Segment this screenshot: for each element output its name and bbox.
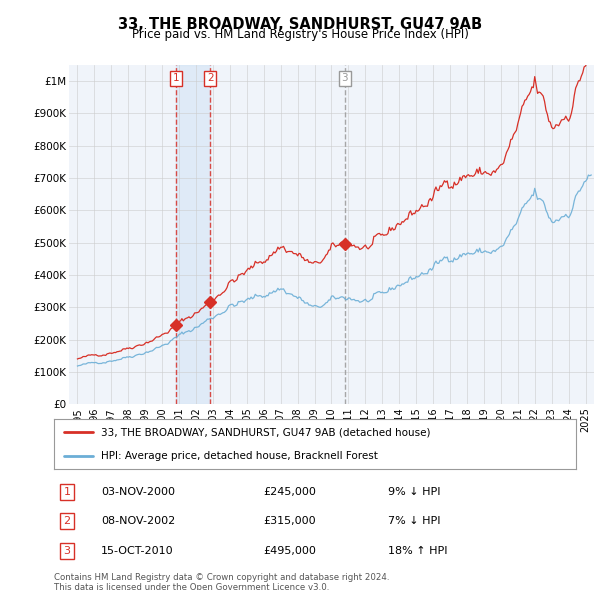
Text: 33, THE BROADWAY, SANDHURST, GU47 9AB (detached house): 33, THE BROADWAY, SANDHURST, GU47 9AB (d… [101,427,430,437]
Text: 08-NOV-2002: 08-NOV-2002 [101,516,175,526]
Text: 7% ↓ HPI: 7% ↓ HPI [388,516,440,526]
Text: 2: 2 [64,516,71,526]
Text: This data is licensed under the Open Government Licence v3.0.: This data is licensed under the Open Gov… [54,583,329,590]
Text: 2: 2 [207,73,214,83]
Text: 3: 3 [341,73,348,83]
Text: 3: 3 [64,546,71,556]
Text: Contains HM Land Registry data © Crown copyright and database right 2024.: Contains HM Land Registry data © Crown c… [54,573,389,582]
Bar [176,65,210,404]
Text: £245,000: £245,000 [263,487,316,497]
Text: 15-OCT-2010: 15-OCT-2010 [101,546,173,556]
Text: 18% ↑ HPI: 18% ↑ HPI [388,546,448,556]
Text: 1: 1 [173,73,179,83]
Text: 1: 1 [64,487,71,497]
Text: £495,000: £495,000 [263,546,316,556]
Text: 03-NOV-2000: 03-NOV-2000 [101,487,175,497]
Text: 9% ↓ HPI: 9% ↓ HPI [388,487,440,497]
Text: Price paid vs. HM Land Registry's House Price Index (HPI): Price paid vs. HM Land Registry's House … [131,28,469,41]
Text: 33, THE BROADWAY, SANDHURST, GU47 9AB: 33, THE BROADWAY, SANDHURST, GU47 9AB [118,17,482,31]
Text: £315,000: £315,000 [263,516,316,526]
Text: HPI: Average price, detached house, Bracknell Forest: HPI: Average price, detached house, Brac… [101,451,378,461]
